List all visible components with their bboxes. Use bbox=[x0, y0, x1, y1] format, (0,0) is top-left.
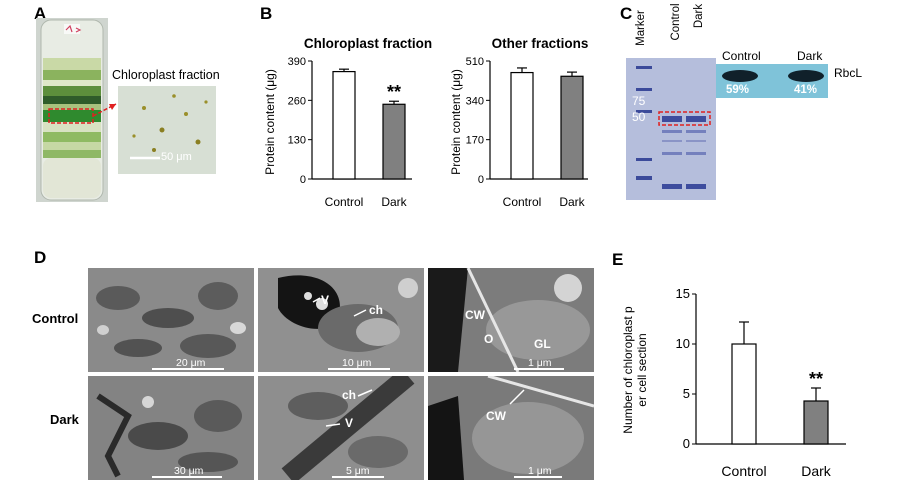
category-label: Control bbox=[325, 195, 364, 209]
row-label-dark: Dark bbox=[50, 412, 79, 427]
em-label-gl: GL bbox=[534, 337, 551, 351]
scale-bar bbox=[514, 368, 564, 370]
scale-bar bbox=[152, 476, 222, 478]
y-tick-label: 0 bbox=[683, 436, 690, 451]
y-tick-label: 170 bbox=[466, 135, 484, 147]
y-axis-label: Protein content (μg) bbox=[263, 69, 277, 175]
chart-title: Other fractions bbox=[492, 36, 589, 51]
lane-label-control: Control bbox=[670, 3, 682, 41]
blot-label-control: Control bbox=[722, 49, 761, 63]
scale-bar bbox=[152, 368, 224, 370]
significance-marker: ** bbox=[387, 82, 401, 102]
scale-text: 1 μm bbox=[528, 465, 552, 477]
panel-label-b: B bbox=[260, 4, 273, 23]
em-label-ch: ch bbox=[369, 303, 384, 317]
mw-50: 50 bbox=[632, 110, 646, 124]
panel-label-d: D bbox=[34, 248, 47, 267]
scale-text: 5 μm bbox=[346, 465, 370, 477]
chart-other-fractions: Other fractions 0 170 340 510 Control Dark Prot… bbox=[449, 36, 589, 209]
gradient-tube-figure bbox=[36, 18, 216, 202]
sds-page-gel bbox=[626, 58, 716, 200]
lane-label-marker: Marker bbox=[635, 10, 647, 46]
y-tick-label: 340 bbox=[466, 95, 484, 107]
bar-control bbox=[510, 71, 534, 180]
bar-control bbox=[731, 343, 757, 445]
scale-text: 10 μm bbox=[342, 357, 372, 369]
bar-control bbox=[332, 70, 356, 180]
y-axis-label: Protein content (μg) bbox=[449, 69, 463, 175]
em-label-cw: CW bbox=[465, 308, 485, 322]
inset-scale-text: 50 μm bbox=[161, 151, 192, 163]
y-tick-label: 0 bbox=[478, 174, 484, 186]
y-tick-label: 130 bbox=[288, 135, 306, 147]
scale-bar bbox=[514, 476, 562, 478]
em-image-control-low: 20 μm bbox=[88, 268, 254, 372]
em-label-ch: ch bbox=[342, 388, 357, 402]
y-tick-label: 510 bbox=[466, 56, 484, 68]
bar-dark bbox=[803, 400, 829, 445]
lane-label-dark: Dark bbox=[693, 3, 705, 29]
blot-protein-label: RbcL bbox=[834, 66, 863, 80]
chart-title: Chloroplast fraction bbox=[304, 36, 432, 51]
category-label: Control bbox=[721, 463, 766, 479]
chart-chloroplast-fraction: Chloroplast fraction 0 130 260 390 Control Dar… bbox=[263, 36, 432, 209]
significance-marker: ** bbox=[809, 369, 823, 389]
y-tick-label: 260 bbox=[288, 95, 306, 107]
mw-75: 75 bbox=[632, 94, 646, 108]
blot-pct-dark: 41% bbox=[794, 84, 818, 96]
bar-dark bbox=[560, 75, 584, 180]
y-tick-label: 15 bbox=[676, 286, 690, 301]
y-axis-label: er cell section bbox=[635, 333, 649, 406]
em-image-dark-high: CW 1 μm bbox=[428, 376, 594, 480]
em-label-cw: CW bbox=[486, 409, 506, 423]
inset-label: Chloroplast fraction bbox=[112, 68, 220, 82]
category-label: Dark bbox=[801, 463, 832, 479]
scale-bar bbox=[328, 368, 390, 370]
y-tick-label: 5 bbox=[683, 386, 690, 401]
em-image-control-high: CW O GL 1 μm bbox=[428, 268, 594, 372]
y-tick-label: 0 bbox=[300, 174, 306, 186]
bar-dark bbox=[382, 103, 406, 180]
scale-text: 20 μm bbox=[176, 357, 206, 369]
y-axis-label: Number of chloroplast p bbox=[621, 306, 635, 434]
scale-text: 30 μm bbox=[174, 465, 204, 477]
em-image-dark-mid: ch V 5 μm bbox=[258, 376, 424, 480]
scale-text: 1 μm bbox=[528, 357, 552, 369]
blot-pct-control: 59% bbox=[726, 84, 750, 96]
category-label: Dark bbox=[381, 195, 407, 209]
row-label-control: Control bbox=[32, 311, 79, 326]
category-label: Dark bbox=[559, 195, 585, 209]
chart-chloroplast-count: 0 5 10 15 Control Dark ** Number of chloroplast… bbox=[621, 286, 846, 479]
western-blot bbox=[716, 64, 828, 98]
panel-label-e: E bbox=[612, 250, 624, 269]
scale-bar bbox=[332, 476, 384, 478]
em-image-dark-low: 30 μm bbox=[88, 376, 254, 480]
em-label-v: V bbox=[321, 293, 330, 307]
category-label: Control bbox=[503, 195, 542, 209]
em-image-control-mid: V ch 10 μm bbox=[258, 268, 424, 372]
em-label-o: O bbox=[484, 332, 494, 346]
em-label-v: V bbox=[345, 416, 354, 430]
blot-label-dark: Dark bbox=[797, 49, 823, 63]
panel-label-c: C bbox=[620, 4, 633, 23]
y-tick-label: 10 bbox=[676, 336, 690, 351]
y-tick-label: 390 bbox=[288, 56, 306, 68]
